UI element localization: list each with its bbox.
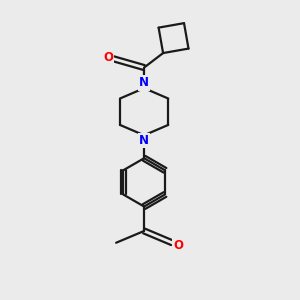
Text: O: O [174,239,184,252]
Text: N: N [139,76,149,89]
Text: O: O [103,51,113,64]
Text: N: N [139,134,149,147]
